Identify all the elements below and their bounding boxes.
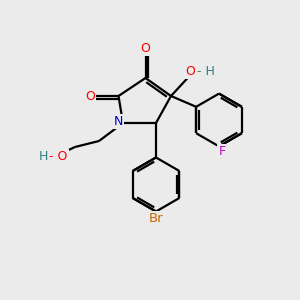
Text: N: N [114,115,123,128]
Text: - O: - O [49,150,68,164]
Text: O: O [141,41,150,55]
Text: F: F [218,145,226,158]
Text: H: H [39,150,48,164]
Text: - H: - H [196,65,214,79]
Text: O: O [85,89,95,103]
Text: Br: Br [149,212,163,225]
Text: O: O [186,65,195,79]
